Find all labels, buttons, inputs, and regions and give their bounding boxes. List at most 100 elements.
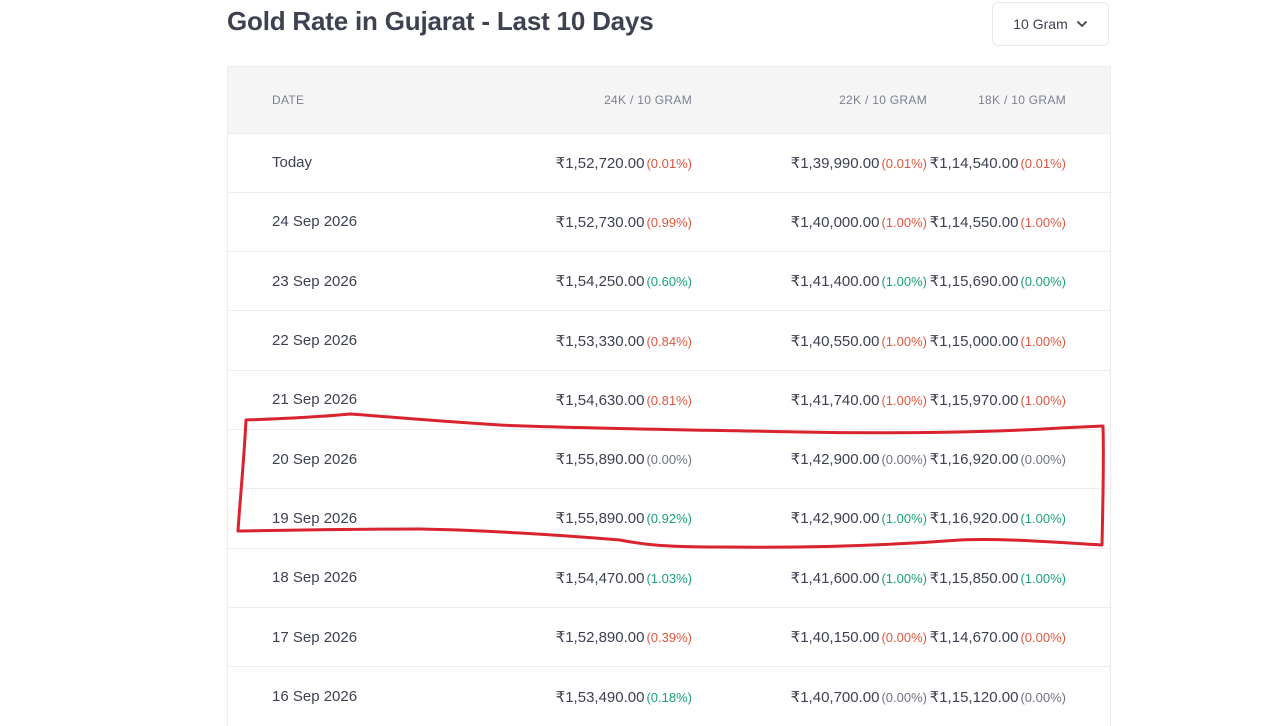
change-k24: (0.01%) — [646, 155, 692, 171]
price-k22: ₹1,42,900.00 — [790, 451, 880, 469]
cell-k18: ₹1,15,970.00 (1.00%) — [928, 370, 1110, 429]
cell-k22: ₹1,40,700.00 (0.00%) — [693, 667, 928, 726]
price-k24: ₹1,52,720.00 — [555, 154, 645, 172]
table-row: 19 Sep 2026 ₹1,55,890.00 (0.92%) ₹1,42,900.… — [228, 488, 1110, 548]
cell-date: 22 Sep 2026 — [272, 332, 358, 350]
price-k24: ₹1,54,250.00 — [555, 273, 645, 291]
cell-date: 23 Sep 2026 — [272, 272, 358, 290]
price-k18: ₹1,15,970.00 — [929, 391, 1019, 409]
change-k22: (0.00%) — [881, 630, 927, 646]
cell-k24: ₹1,52,890.00 (0.39%) — [503, 607, 693, 666]
cell-date: 16 Sep 2026 — [272, 688, 358, 706]
gold-rate-table: DATE 24K / 10 GRAM 22K / 10 GRAM 18K / 1… — [227, 66, 1111, 726]
price-k18: ₹1,16,920.00 — [929, 451, 1019, 469]
price-k22: ₹1,41,740.00 — [790, 391, 880, 409]
table-row: 23 Sep 2026 ₹1,54,250.00 (0.60%) ₹1,41,400.… — [228, 251, 1110, 311]
change-k24: (0.39%) — [646, 630, 692, 646]
cell-k22: ₹1,42,900.00 (0.00%) — [693, 429, 928, 488]
cell-k24: ₹1,55,890.00 (0.00%) — [503, 429, 693, 488]
cell-k24: ₹1,53,330.00 (0.84%) — [503, 311, 693, 370]
cell-k24: ₹1,54,630.00 (0.81%) — [503, 370, 693, 429]
table-row: 17 Sep 2026 ₹1,52,890.00 (0.39%) ₹1,40,150.… — [228, 607, 1110, 666]
change-k22: (1.00%) — [881, 511, 927, 527]
price-k24: ₹1,54,630.00 — [555, 391, 645, 409]
table-row: 24 Sep 2026 ₹1,52,730.00 (0.99%) ₹1,40,000.… — [228, 192, 1110, 251]
change-k18: (1.00%) — [1020, 214, 1066, 230]
price-k22: ₹1,42,900.00 — [790, 510, 880, 528]
table-row: 16 Sep 2026 ₹1,53,490.00 (0.18%) ₹1,40,700.… — [228, 666, 1110, 726]
chevron-down-icon — [1076, 21, 1087, 27]
price-k18: ₹1,14,540.00 — [929, 154, 1019, 172]
change-k24: (0.00%) — [646, 452, 692, 468]
change-k18: (0.00%) — [1020, 452, 1066, 468]
change-k24: (0.92%) — [646, 511, 692, 527]
cell-date: 18 Sep 2026 — [272, 569, 358, 587]
change-k22: (1.00%) — [881, 333, 927, 349]
cell-k24: ₹1,52,730.00 (0.99%) — [503, 192, 693, 251]
change-k22: (1.00%) — [881, 274, 927, 290]
price-k18: ₹1,16,920.00 — [929, 510, 1019, 528]
cell-k24: ₹1,52,720.00 (0.01%) — [503, 133, 693, 192]
cell-k22: ₹1,41,400.00 (1.00%) — [693, 252, 928, 311]
table-row: 18 Sep 2026 ₹1,54,470.00 (1.03%) ₹1,41,600.… — [228, 548, 1110, 607]
price-k18: ₹1,15,850.00 — [929, 569, 1019, 587]
change-k18: (1.00%) — [1020, 333, 1066, 349]
change-k22: (1.00%) — [881, 214, 927, 230]
change-k24: (0.18%) — [646, 689, 692, 705]
price-k24: ₹1,52,730.00 — [555, 213, 645, 231]
column-header-date: DATE — [272, 92, 305, 107]
price-k18: ₹1,15,690.00 — [929, 273, 1019, 291]
cell-k18: ₹1,15,120.00 (0.00%) — [928, 667, 1110, 726]
cell-date: 19 Sep 2026 — [272, 509, 358, 527]
cell-k22: ₹1,41,600.00 (1.00%) — [693, 548, 928, 607]
column-header-22k: 22K / 10 GRAM — [839, 92, 927, 107]
change-k24: (0.60%) — [646, 274, 692, 290]
table-header-row: DATE 24K / 10 GRAM 22K / 10 GRAM 18K / 1… — [228, 67, 1110, 133]
change-k18: (0.00%) — [1020, 689, 1066, 705]
cell-date: 24 Sep 2026 — [272, 213, 358, 231]
change-k22: (0.01%) — [881, 155, 927, 171]
change-k18: (0.00%) — [1020, 274, 1066, 290]
cell-k18: ₹1,15,000.00 (1.00%) — [928, 311, 1110, 370]
cell-k22: ₹1,40,150.00 (0.00%) — [693, 607, 928, 666]
price-k24: ₹1,54,470.00 — [555, 569, 645, 587]
cell-k18: ₹1,16,920.00 (0.00%) — [928, 429, 1110, 488]
price-k18: ₹1,15,120.00 — [929, 688, 1019, 706]
change-k22: (1.00%) — [881, 392, 927, 408]
price-k22: ₹1,40,000.00 — [790, 213, 880, 231]
price-k24: ₹1,53,330.00 — [555, 332, 645, 350]
unit-dropdown[interactable]: 10 Gram — [992, 2, 1109, 46]
unit-dropdown-value: 10 Gram — [1013, 16, 1068, 32]
change-k22: (0.00%) — [881, 452, 927, 468]
price-k22: ₹1,40,550.00 — [790, 332, 880, 350]
price-k24: ₹1,52,890.00 — [555, 629, 645, 647]
price-k18: ₹1,14,550.00 — [929, 213, 1019, 231]
change-k24: (0.84%) — [646, 333, 692, 349]
cell-date: 21 Sep 2026 — [272, 391, 358, 409]
cell-k22: ₹1,40,550.00 (1.00%) — [693, 311, 928, 370]
table-row: 22 Sep 2026 ₹1,53,330.00 (0.84%) ₹1,40,550.… — [228, 310, 1110, 370]
price-k18: ₹1,15,000.00 — [929, 332, 1019, 350]
table-row: Today ₹1,52,720.00 (0.01%) ₹1,39,990.00 (0.0… — [228, 133, 1110, 192]
change-k22: (1.00%) — [881, 570, 927, 586]
table-row: 20 Sep 2026 ₹1,55,890.00 (0.00%) ₹1,42,900.… — [228, 429, 1110, 488]
change-k18: (1.00%) — [1020, 392, 1066, 408]
cell-date: Today — [272, 154, 313, 172]
change-k18: (0.01%) — [1020, 155, 1066, 171]
cell-k22: ₹1,39,990.00 (0.01%) — [693, 133, 928, 192]
cell-date: 20 Sep 2026 — [272, 450, 358, 468]
cell-k22: ₹1,40,000.00 (1.00%) — [693, 192, 928, 251]
price-k22: ₹1,41,400.00 — [790, 273, 880, 291]
price-k22: ₹1,40,700.00 — [790, 688, 880, 706]
cell-k18: ₹1,16,920.00 (1.00%) — [928, 489, 1110, 548]
column-header-24k: 24K / 10 GRAM — [604, 92, 692, 107]
price-k24: ₹1,55,890.00 — [555, 510, 645, 528]
cell-k24: ₹1,55,890.00 (0.92%) — [503, 489, 693, 548]
price-k22: ₹1,39,990.00 — [790, 154, 880, 172]
cell-k18: ₹1,14,550.00 (1.00%) — [928, 192, 1110, 251]
cell-k22: ₹1,42,900.00 (1.00%) — [693, 489, 928, 548]
cell-k18: ₹1,15,850.00 (1.00%) — [928, 548, 1110, 607]
price-k24: ₹1,53,490.00 — [555, 688, 645, 706]
price-k22: ₹1,41,600.00 — [790, 569, 880, 587]
change-k24: (0.99%) — [646, 214, 692, 230]
